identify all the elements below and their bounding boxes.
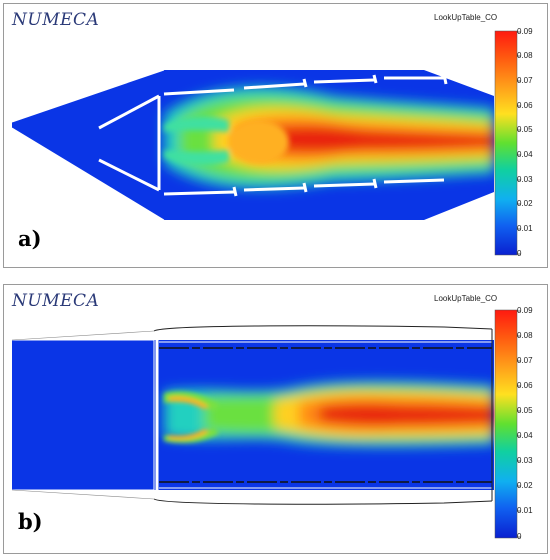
colorbar-tick: 0 (517, 532, 522, 541)
colorbar-tick: 0.06 (517, 381, 533, 390)
colorbar (494, 309, 518, 539)
colorbar-tick: 0.01 (517, 506, 533, 515)
colorbar-tick: 0.03 (517, 456, 533, 465)
liner-walls (11, 325, 493, 505)
colorbar-tick: 0.04 (517, 150, 533, 159)
colorbar-tick: 0.05 (517, 125, 533, 134)
colorbar-tick: 0.05 (517, 406, 533, 415)
colorbar-tick: 0 (517, 249, 522, 258)
liner-walls (98, 73, 448, 197)
brand-logo: NUMECA (12, 10, 100, 30)
colorbar-tick: 0.02 (517, 199, 533, 208)
colorbar-tick: 0.01 (517, 224, 533, 233)
colorbar (494, 30, 518, 256)
brand-logo: NUMECA (12, 291, 100, 311)
colorbar-tick: 0.02 (517, 481, 533, 490)
colorbar-title: LookUpTable_CO (434, 294, 498, 303)
colorbar-tick: 0.07 (517, 356, 533, 365)
panel-label: b) (18, 509, 43, 534)
colorbar-tick: 0.08 (517, 331, 533, 340)
flame-field (164, 380, 494, 447)
combustor-contour-plot-a (11, 30, 521, 256)
colorbar-tick: 0.08 (517, 51, 533, 60)
colorbar-tick: 0.07 (517, 76, 533, 85)
colorbar-tick: 0.09 (517, 27, 533, 36)
panel-a: NUMECA LookUpTable_CO 0.09 0.08 0.07 0.0… (3, 3, 548, 268)
panel-b: NUMECA LookUpTable_CO 0.09 0.08 0.07 0.0… (3, 284, 548, 554)
colorbar-tick: 0.09 (517, 306, 533, 315)
colorbar-tick: 0.04 (517, 431, 533, 440)
colorbar-tick: 0.03 (517, 175, 533, 184)
colorbar-title: LookUpTable_CO (434, 13, 498, 22)
colorbar-tick: 0.06 (517, 101, 533, 110)
panel-label: a) (18, 226, 42, 251)
combustor-contour-plot-b (11, 309, 521, 539)
